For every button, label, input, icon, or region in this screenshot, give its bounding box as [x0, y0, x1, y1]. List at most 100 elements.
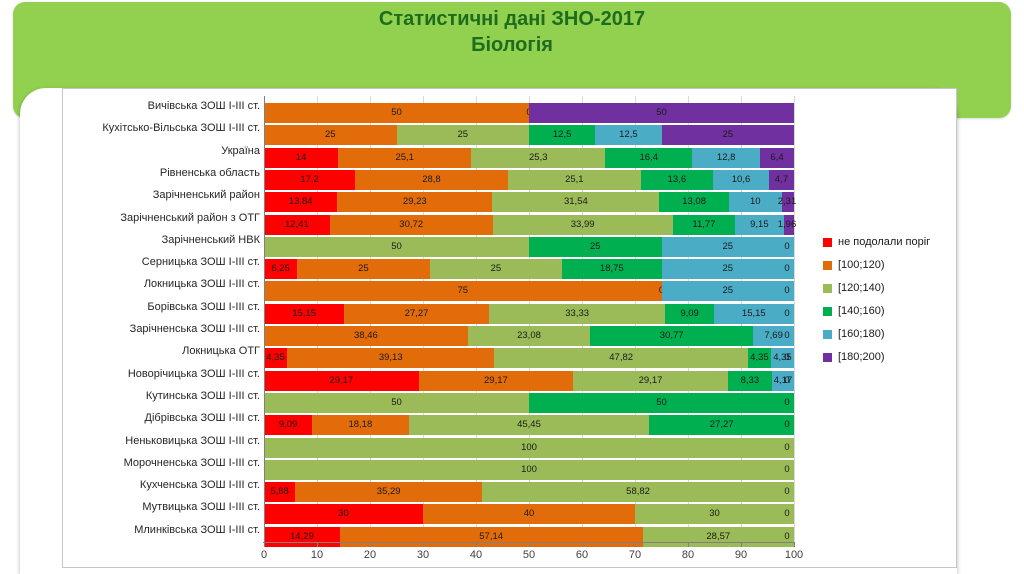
- x-axis-tickmark: [423, 543, 424, 547]
- bar-value-label: 10,6: [731, 173, 751, 185]
- bar-segment: [635, 504, 794, 525]
- bar-segment: [771, 370, 795, 391]
- bar-segment: [529, 392, 794, 413]
- bar-value-label: 4,35: [266, 352, 285, 364]
- category-label: Кухітсько-Вільська ЗОШ І-ІІІ ст.: [102, 122, 260, 135]
- x-axis-line: [263, 542, 795, 543]
- legend-swatch: [823, 237, 832, 247]
- bar-segment: [727, 370, 772, 391]
- bar-value-label: 18,75: [599, 263, 624, 275]
- bar-value-label: 29,17: [329, 374, 354, 386]
- bar-segment: [264, 348, 288, 369]
- bar-value-label: 0: [784, 396, 790, 408]
- stacked-bar-chart: Вичівська ЗОШ І-ІІІ ст. Кухітсько-Вільськ…: [62, 88, 957, 568]
- category-label: Кухченська ЗОШ І-ІІІ ст.: [139, 479, 260, 492]
- bar-value-label: 12,5: [552, 129, 572, 141]
- bar-value-label: 38,46: [354, 330, 378, 341]
- bar-segment: [529, 103, 794, 123]
- category-label: Дібрівська ЗОШ І-ІІІ ст.: [144, 412, 260, 425]
- bar-segment: [529, 125, 596, 146]
- bar-segment: [264, 259, 298, 280]
- bar-value-label: 100: [521, 441, 537, 453]
- bar-segment: [312, 415, 409, 436]
- bar-segment: [661, 125, 794, 146]
- bar-segment: [529, 236, 662, 257]
- bar-value-label: 28,57: [706, 530, 731, 542]
- legend-item: [140;160): [823, 304, 884, 318]
- bar-value-label: 30: [709, 508, 720, 520]
- legend-swatch: [823, 260, 832, 270]
- bar-segment: [661, 236, 794, 257]
- category-label: Зарічненський НВК: [161, 233, 260, 246]
- bar-value-label: 9,09: [680, 307, 699, 319]
- bar-value-label: 0: [784, 508, 790, 520]
- category-label: Рівненська область: [159, 166, 260, 179]
- x-axis-tick-label: 60: [575, 549, 589, 561]
- bar-segment: [640, 169, 713, 190]
- bar-segment: [728, 192, 782, 213]
- legend-swatch: [823, 329, 832, 339]
- bar-value-label: 25: [722, 240, 734, 252]
- bar-value-label: 25,3: [529, 151, 548, 163]
- bar-value-label: 8,33: [740, 374, 760, 386]
- bar-value-label: 40: [523, 508, 535, 520]
- bar-segment: [573, 370, 728, 391]
- bar-value-label: 0: [784, 486, 790, 498]
- legend-swatch: [823, 283, 832, 293]
- bar-value-label: 29,23: [402, 196, 427, 208]
- legend-label: [100;120): [838, 259, 885, 271]
- bar-value-label: 4,17: [773, 374, 793, 386]
- bar-value-label: 15,15: [292, 307, 317, 319]
- x-axis-tick-label: 50: [522, 549, 536, 561]
- x-axis-tick-label: 70: [628, 549, 642, 561]
- bar-value-label: 0: [784, 240, 790, 252]
- slide-title: Статистичні дані ЗНО-2017: [378, 8, 646, 30]
- bar-value-label: 4,35: [750, 352, 769, 364]
- bar-value-label: 0: [784, 530, 790, 542]
- x-axis-tick-label: 80: [681, 549, 695, 561]
- bar-value-label: 11,77: [692, 218, 716, 230]
- bar-value-label: 0: [784, 263, 790, 275]
- bar-segment: [287, 348, 495, 369]
- bar-value-label: 30,72: [399, 218, 424, 230]
- bar-segment: [295, 482, 483, 503]
- bar-segment: [264, 303, 345, 324]
- x-axis-tickmark: [529, 543, 530, 547]
- category-label: Неньковицька ЗОШ І-ІІІ ст.: [125, 434, 260, 447]
- bar-segment: [467, 326, 591, 346]
- bar-segment: [492, 192, 660, 213]
- legend-item: не подолали поріг: [823, 235, 930, 249]
- x-axis-tick-label: 10: [310, 549, 324, 561]
- bar-value-label: 25,1: [395, 151, 414, 163]
- bar-value-label: 5,88: [270, 486, 289, 498]
- bar-segment: [339, 526, 643, 547]
- x-axis-tickmark: [582, 543, 583, 547]
- bar-segment: [735, 214, 784, 235]
- bar-segment: [770, 348, 794, 369]
- bar-segment: [713, 303, 794, 324]
- bar-segment: [642, 526, 794, 547]
- bar-segment: [264, 125, 397, 146]
- bar-value-label: 9,15: [750, 218, 769, 230]
- bar-segment: [482, 482, 794, 503]
- category-label: Зарічненський район з ОТГ: [120, 211, 260, 224]
- bar-value-label: 2,31: [777, 196, 797, 208]
- category-label: Кутинська ЗОШ І-ІІІ ст.: [145, 389, 260, 402]
- bar-segment: [264, 214, 330, 235]
- bar-segment: [408, 415, 650, 436]
- bar-segment: [264, 526, 340, 547]
- y-axis-line: [264, 96, 265, 543]
- bar-segment: [355, 169, 508, 190]
- bar-value-label: 25: [722, 129, 734, 141]
- category-label: Мутвицька ЗОШ І-ІІІ ст.: [142, 501, 260, 514]
- legend-label: [160;180): [838, 328, 885, 340]
- bar-value-label: 4,7: [774, 173, 789, 185]
- category-label: Україна: [221, 144, 260, 157]
- x-axis-tickmark: [794, 543, 795, 547]
- bar-value-label: 23,08: [517, 330, 541, 341]
- bar-value-label: 25: [457, 129, 469, 141]
- legend-label: [120;140): [838, 282, 885, 294]
- bar-segment: [661, 281, 794, 302]
- bar-value-label: 13,84: [288, 196, 313, 208]
